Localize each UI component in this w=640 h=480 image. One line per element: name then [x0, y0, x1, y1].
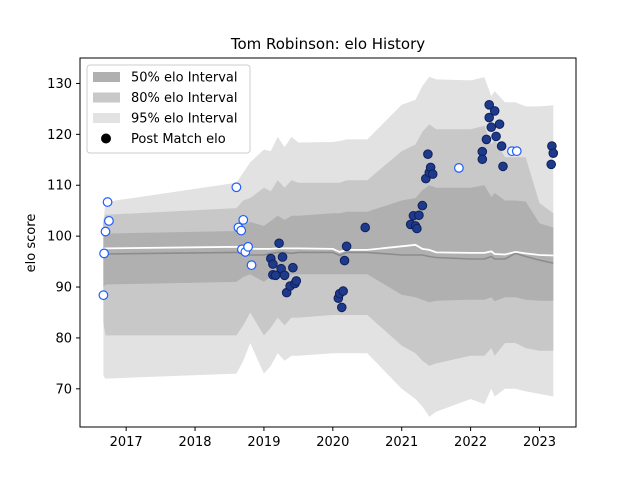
data-point [477, 154, 488, 165]
data-point-hollow [104, 215, 114, 226]
legend: 50% elo Interval 80% elo Interval 95% elo … [86, 64, 251, 154]
data-point [427, 169, 438, 179]
y-tick-label: 80 [55, 331, 72, 346]
data-point [268, 259, 278, 269]
legend-marker [101, 133, 111, 144]
data-point [291, 276, 302, 286]
y-tick-label: 90 [55, 281, 72, 296]
x-tick-label: 2021 [385, 435, 418, 450]
legend-swatch [93, 113, 120, 123]
data-point [279, 270, 290, 281]
legend-label: 95% elo Interval [131, 112, 238, 127]
data-point [484, 100, 495, 110]
data-point [484, 112, 495, 123]
data-point [414, 210, 424, 221]
data-point [489, 106, 500, 116]
data-point [288, 262, 298, 273]
data-point-hollow [453, 163, 464, 173]
data-point [412, 223, 422, 234]
data-point [336, 302, 347, 313]
data-point [339, 255, 350, 266]
x-tick-label: 2020 [316, 435, 349, 450]
data-point [546, 159, 557, 170]
data-point [486, 122, 497, 133]
y-tick-label: 130 [47, 77, 72, 92]
legend-frame [86, 64, 251, 154]
legend-label: 50% elo Interval [131, 71, 238, 86]
data-point [548, 148, 559, 158]
data-point [360, 222, 371, 233]
legend-swatch [93, 92, 120, 103]
data-point-hollow [100, 226, 111, 237]
band-50 [103, 185, 554, 303]
legend-label: Post Match elo [131, 132, 226, 147]
y-tick-label: 100 [47, 230, 72, 245]
median-line [103, 251, 554, 264]
data-point-hollow [231, 182, 242, 193]
data-point [277, 252, 288, 262]
y-axis-title: elo score [24, 214, 39, 273]
y-tick-label: 110 [47, 179, 72, 194]
data-point [338, 286, 348, 296]
data-point-hollow [246, 260, 257, 271]
data-point [341, 241, 352, 252]
plot-frame [79, 57, 577, 428]
legend-label: 80% elo Interval [131, 91, 238, 106]
data-point-hollow [243, 241, 253, 252]
data-point-hollow [99, 248, 110, 259]
data-point [417, 200, 428, 211]
y-tick-label: 120 [47, 128, 72, 143]
data-point-hollow [238, 214, 249, 225]
x-tick-label: 2022 [454, 435, 487, 450]
mean-line [103, 243, 554, 257]
data-point [491, 131, 501, 142]
x-tick-label: 2018 [178, 435, 211, 450]
legend-swatch [93, 72, 120, 82]
data-point-hollow [98, 290, 109, 301]
data-point [494, 119, 505, 129]
plot-area [79, 57, 577, 428]
x-axis: 2017 2018 2019 2020 2021 2022 2023 [110, 427, 556, 450]
data-point [274, 238, 284, 249]
data-point-hollow [236, 225, 247, 236]
x-tick-label: 2023 [523, 435, 556, 450]
y-tick-label: 70 [55, 382, 72, 397]
x-tick-label: 2017 [110, 435, 143, 450]
data-point-hollow [102, 197, 113, 207]
data-point [481, 134, 492, 145]
chart-title: Tom Robinson: elo History [230, 35, 425, 53]
data-point [498, 161, 508, 172]
x-tick-label: 2019 [247, 435, 280, 450]
y-axis: 70 80 90 100 110 120 130 [47, 77, 80, 397]
data-point-hollow [511, 146, 522, 157]
data-point [496, 141, 507, 151]
data-point [423, 149, 433, 159]
